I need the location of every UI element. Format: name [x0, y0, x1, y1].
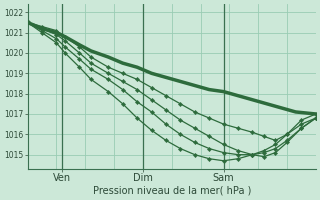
X-axis label: Pression niveau de la mer( hPa ): Pression niveau de la mer( hPa ): [92, 186, 251, 196]
